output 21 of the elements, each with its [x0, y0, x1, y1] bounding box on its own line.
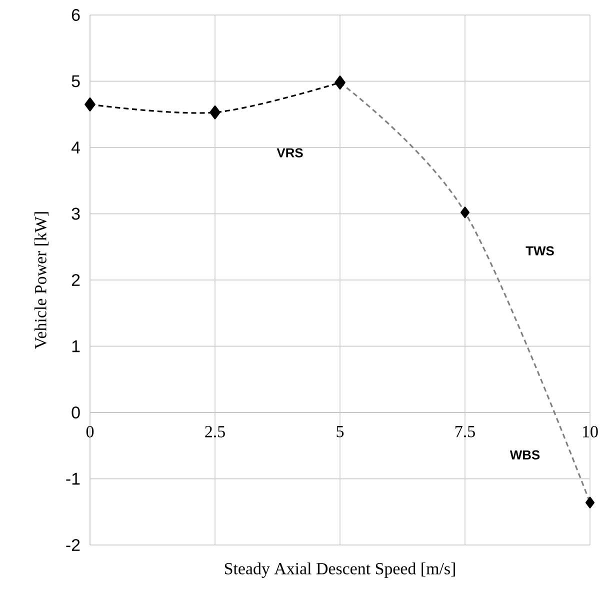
- y-tick-label: 4: [71, 142, 80, 154]
- point: [84, 97, 96, 112]
- x-tick-label: 5: [336, 426, 344, 438]
- y-axis-title: Vehicle Power [kW]: [34, 212, 48, 349]
- y-tick-label: 5: [72, 75, 80, 88]
- x-tick-label: 10: [583, 426, 598, 438]
- y-tick-label: -1: [66, 472, 80, 485]
- annotation: TWS: [526, 246, 554, 256]
- y-tick-label: 3: [72, 208, 80, 220]
- annotation: VRS: [276, 148, 303, 158]
- x-tick-label: 2.5: [205, 426, 225, 438]
- y-tick-label: 1: [72, 340, 80, 352]
- x-tick-label: 7.5: [456, 426, 475, 438]
- y-tick-label: 0: [72, 406, 80, 418]
- x-axis-title: Steady Axial Descent Speed [m/s]: [224, 562, 455, 578]
- x-tick-label: 0: [86, 426, 94, 438]
- point: [210, 105, 220, 120]
- y-tick-label: 6: [72, 9, 80, 21]
- annotation: WBS: [510, 450, 540, 460]
- y-tick-label: 2: [72, 274, 80, 286]
- y-tick-label: -2: [66, 539, 80, 551]
